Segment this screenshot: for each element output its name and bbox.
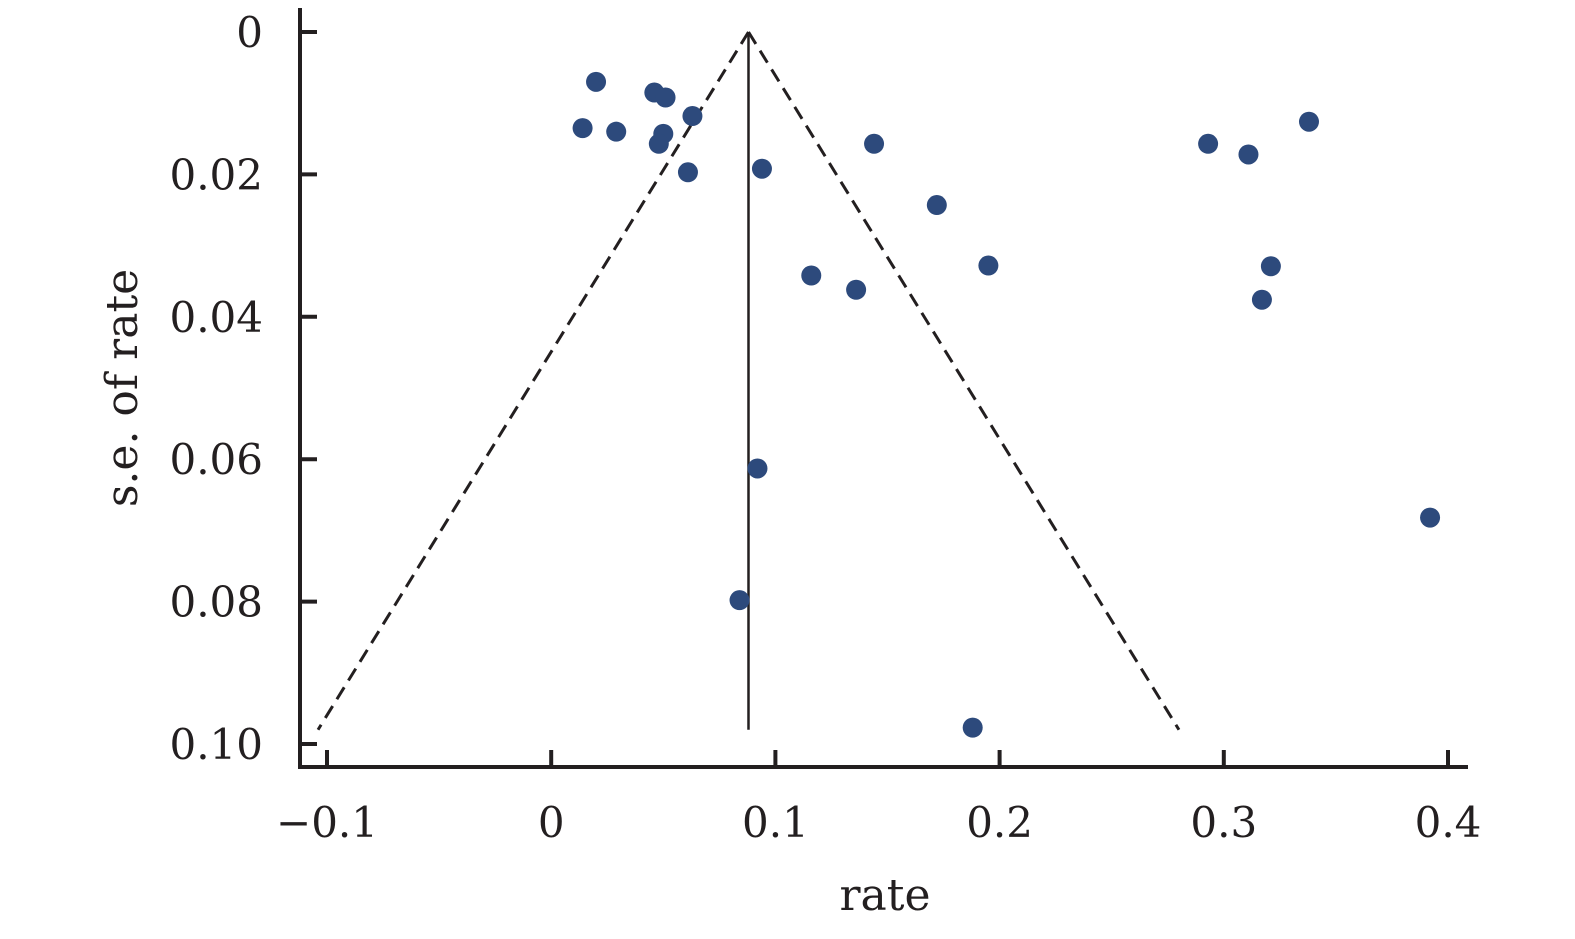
- funnel-guides: [316, 31, 1181, 731]
- data-point: [606, 121, 627, 142]
- data-point: [1251, 289, 1272, 310]
- y-tick-label: 0.02: [169, 150, 263, 199]
- data-point: [846, 279, 867, 300]
- x-tick-label: 0.2: [966, 798, 1033, 847]
- y-tick-label: 0.06: [169, 435, 263, 484]
- data-point: [926, 195, 947, 216]
- data-point: [801, 265, 822, 286]
- data-point: [677, 162, 698, 183]
- y-axis-title: s.e. of rate: [97, 269, 148, 507]
- y-tick-label: 0.10: [169, 720, 263, 769]
- data-point: [751, 158, 772, 179]
- x-axis-title: rate: [840, 870, 931, 921]
- y-tick-label: 0: [236, 8, 263, 57]
- y-tick-label: 0.04: [169, 293, 263, 342]
- data-point: [572, 118, 593, 139]
- data-point: [978, 255, 999, 276]
- data-point: [864, 133, 885, 154]
- data-point: [747, 458, 768, 479]
- data-point: [729, 590, 750, 611]
- x-tick-label: 0.4: [1415, 798, 1482, 847]
- x-tick-label: 0: [538, 798, 565, 847]
- axes: [298, 8, 1468, 769]
- data-point: [1260, 256, 1281, 277]
- data-point: [682, 106, 703, 127]
- data-points: [572, 71, 1441, 738]
- data-point: [1198, 133, 1219, 154]
- data-point: [962, 717, 983, 738]
- x-tick-label: 0.1: [742, 798, 809, 847]
- funnel-right-limit: [747, 31, 1181, 731]
- data-point: [1238, 144, 1259, 165]
- data-point: [648, 133, 669, 154]
- y-tick-label: 0.08: [169, 578, 263, 627]
- funnel-left-limit: [316, 31, 750, 731]
- tick-labels: −0.1 0 0.1 0.2 0.3 0.4 0 0.02 0.04 0.06 0.08 0.10: [169, 8, 1481, 847]
- data-point: [655, 87, 676, 108]
- data-point: [1420, 507, 1441, 528]
- x-tick-label: −0.1: [276, 798, 378, 847]
- data-point: [1298, 111, 1319, 132]
- x-tick-label: 0.3: [1190, 798, 1257, 847]
- data-point: [586, 71, 607, 92]
